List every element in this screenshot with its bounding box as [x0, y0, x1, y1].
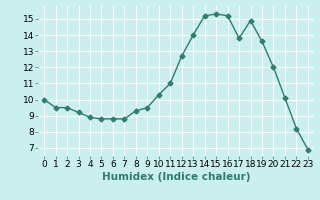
X-axis label: Humidex (Indice chaleur): Humidex (Indice chaleur): [102, 172, 250, 182]
